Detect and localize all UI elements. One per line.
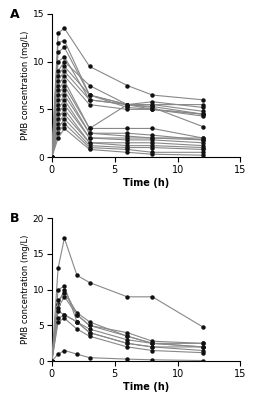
Text: A: A (10, 8, 20, 21)
Y-axis label: PMB concentration (mg/L): PMB concentration (mg/L) (21, 235, 30, 344)
Y-axis label: PMB concentration (mg/L): PMB concentration (mg/L) (21, 31, 30, 140)
X-axis label: Time (h): Time (h) (122, 382, 169, 392)
Text: B: B (10, 212, 20, 225)
X-axis label: Time (h): Time (h) (122, 178, 169, 188)
